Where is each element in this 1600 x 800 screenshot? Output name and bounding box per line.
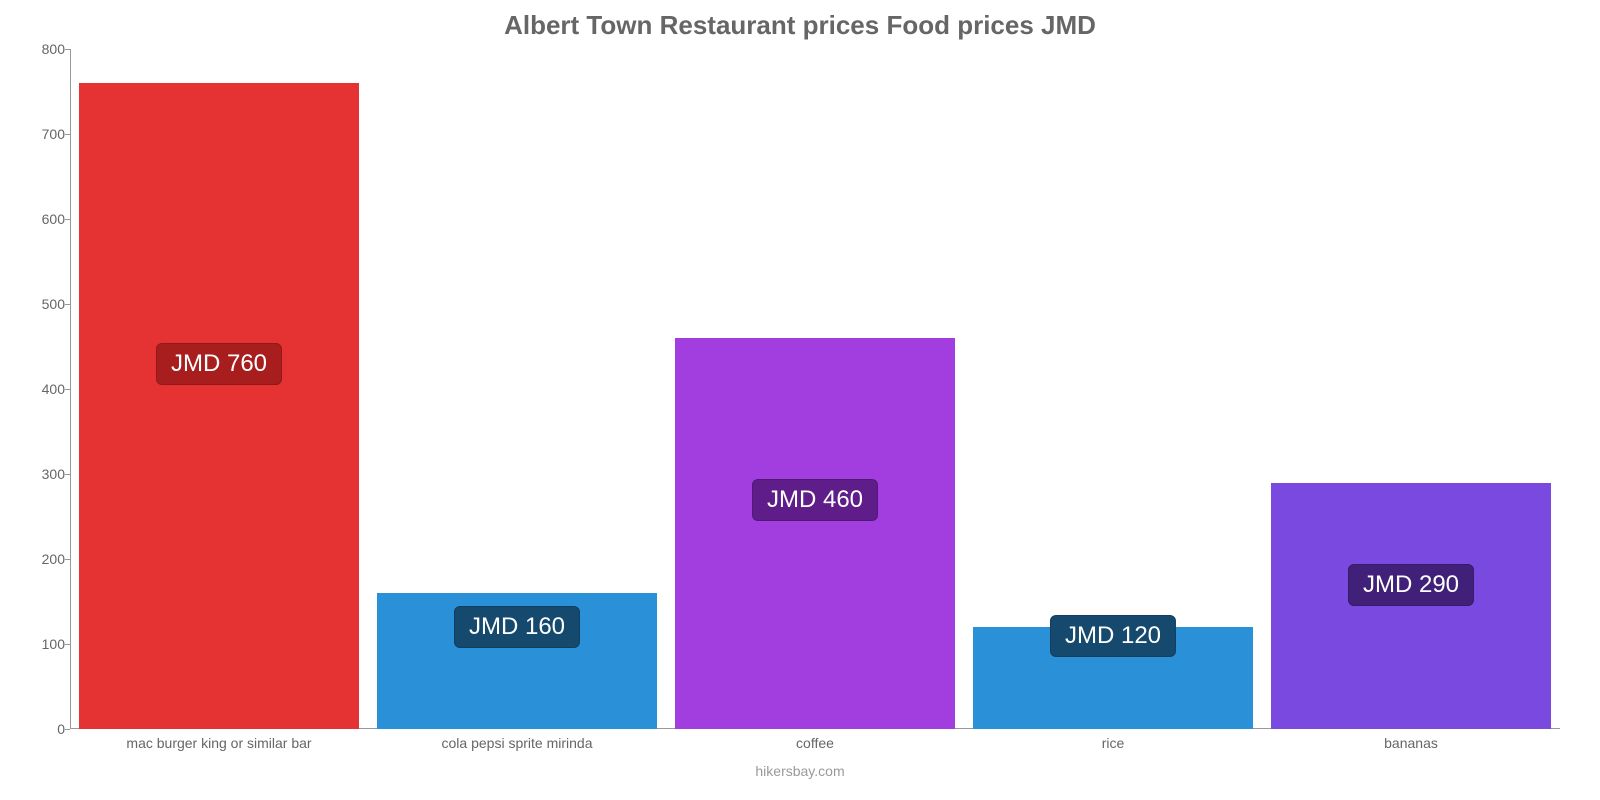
y-tick-label: 500	[20, 296, 65, 312]
x-axis-labels: mac burger king or similar bar cola pepsi…	[70, 729, 1560, 759]
y-tick-mark	[65, 644, 70, 645]
bar-value-label: JMD 460	[752, 479, 878, 521]
bar	[79, 83, 359, 729]
bar	[1271, 483, 1551, 730]
y-tick-mark	[65, 49, 70, 50]
y-tick-mark	[65, 389, 70, 390]
y-tick-label: 400	[20, 381, 65, 397]
bar	[675, 338, 955, 729]
y-tick-label: 700	[20, 126, 65, 142]
y-tick-label: 200	[20, 551, 65, 567]
x-axis-label: cola pepsi sprite mirinda	[442, 735, 593, 751]
y-tick-label: 800	[20, 41, 65, 57]
bar-value-label: JMD 760	[156, 343, 282, 385]
y-tick-mark	[65, 304, 70, 305]
bar-value-label: JMD 290	[1348, 564, 1474, 606]
bar-value-label: JMD 120	[1050, 615, 1176, 657]
y-tick-label: 0	[20, 721, 65, 737]
y-tick-label: 300	[20, 466, 65, 482]
x-axis-label: rice	[1102, 735, 1125, 751]
y-tick-mark	[65, 474, 70, 475]
y-tick-label: 100	[20, 636, 65, 652]
x-axis-label: bananas	[1384, 735, 1438, 751]
x-axis-label: coffee	[796, 735, 834, 751]
plot-area: 0100200300400500600700800 JMD 760JMD 160…	[70, 49, 1560, 729]
chart-footer: hikersbay.com	[0, 763, 1600, 779]
bar-slot: JMD 760	[70, 49, 368, 729]
bar-slot: JMD 120	[964, 49, 1262, 729]
bar-slot: JMD 460	[666, 49, 964, 729]
bar-slot: JMD 290	[1262, 49, 1560, 729]
y-tick-label: 600	[20, 211, 65, 227]
x-axis-label: mac burger king or similar bar	[126, 735, 311, 751]
y-axis: 0100200300400500600700800	[20, 49, 65, 729]
chart-title: Albert Town Restaurant prices Food price…	[0, 10, 1600, 41]
bar-slot: JMD 160	[368, 49, 666, 729]
y-tick-mark	[65, 134, 70, 135]
bar-value-label: JMD 160	[454, 606, 580, 648]
y-tick-mark	[65, 559, 70, 560]
bars-region: JMD 760 JMD 160 JMD 460 JMD 120 JMD 290	[70, 49, 1560, 729]
y-tick-mark	[65, 219, 70, 220]
chart-container: Albert Town Restaurant prices Food price…	[0, 0, 1600, 800]
